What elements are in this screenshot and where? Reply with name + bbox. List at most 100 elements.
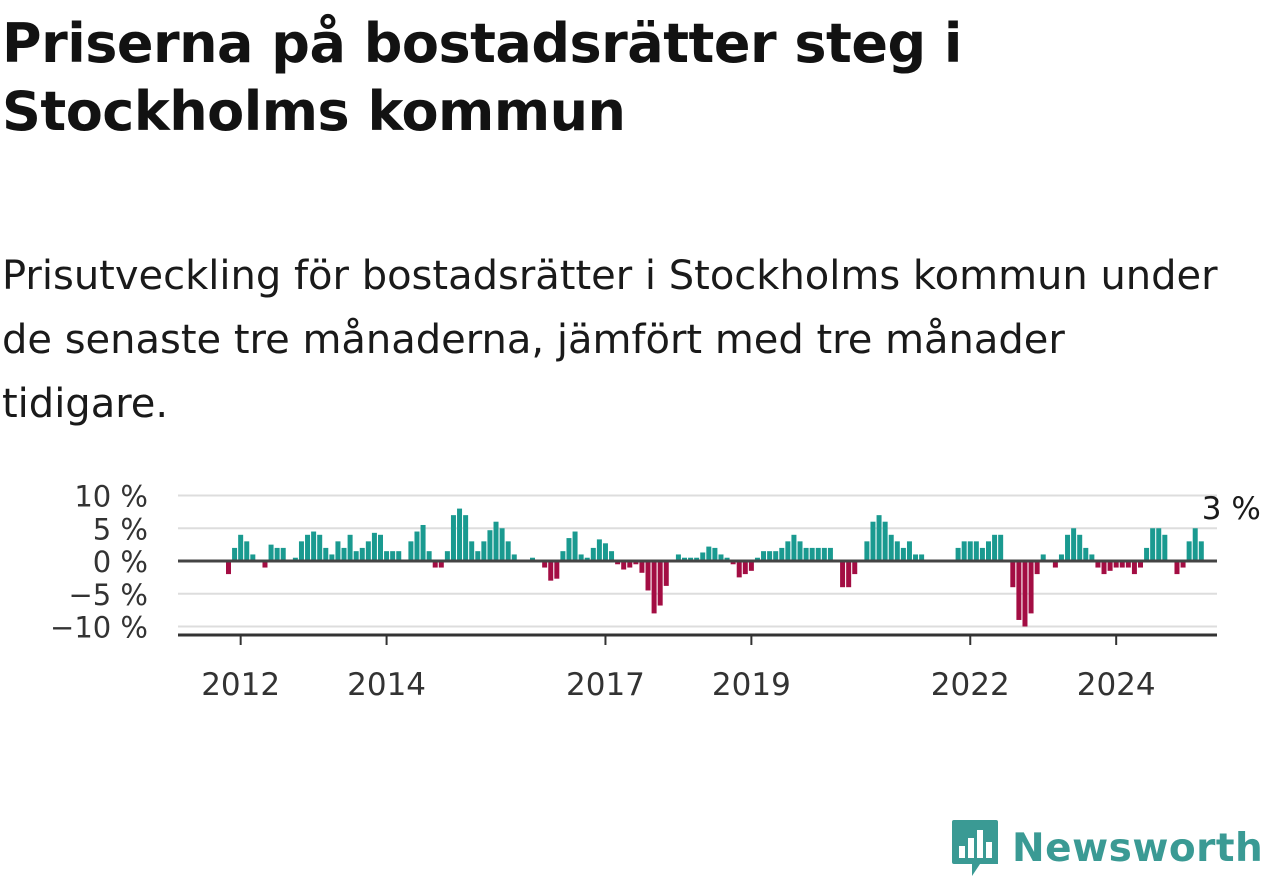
bar bbox=[335, 541, 341, 561]
bar bbox=[292, 557, 298, 561]
bar bbox=[493, 521, 499, 561]
bar bbox=[809, 547, 815, 561]
axes bbox=[178, 559, 1217, 645]
bar bbox=[986, 541, 991, 561]
bar bbox=[700, 552, 706, 561]
bar bbox=[609, 551, 615, 561]
bar bbox=[1065, 534, 1071, 561]
bar bbox=[298, 541, 304, 561]
bar bbox=[675, 554, 681, 561]
bar bbox=[791, 534, 797, 561]
x-tick-label: 2017 bbox=[566, 667, 645, 703]
bar bbox=[688, 557, 694, 561]
bar bbox=[1156, 528, 1162, 561]
bar bbox=[1016, 561, 1022, 620]
bar bbox=[627, 561, 633, 568]
bar bbox=[973, 541, 979, 561]
bar bbox=[1010, 561, 1016, 588]
bar bbox=[1113, 561, 1119, 568]
bar bbox=[353, 551, 359, 561]
bar bbox=[876, 515, 882, 561]
bar bbox=[967, 541, 973, 561]
bar bbox=[913, 554, 919, 561]
bar bbox=[742, 561, 748, 575]
bar bbox=[578, 554, 584, 561]
bar bbox=[1034, 561, 1040, 575]
bar bbox=[347, 534, 353, 561]
bar bbox=[426, 551, 432, 561]
bar bbox=[311, 531, 317, 561]
bar bbox=[682, 557, 687, 561]
bar bbox=[1162, 534, 1168, 561]
bar bbox=[1101, 561, 1107, 575]
brand-name: Newsworthy bbox=[1012, 825, 1262, 871]
x-tick-label: 2024 bbox=[1077, 667, 1156, 703]
bar bbox=[1174, 561, 1180, 575]
bar bbox=[621, 561, 627, 570]
bar bbox=[487, 530, 493, 561]
bar bbox=[840, 561, 846, 588]
bar bbox=[645, 561, 651, 591]
bar bbox=[475, 551, 481, 561]
bar bbox=[827, 547, 833, 561]
bar bbox=[323, 547, 329, 561]
bar bbox=[359, 547, 365, 561]
bar bbox=[870, 521, 876, 561]
bar bbox=[1022, 561, 1028, 627]
bar bbox=[998, 534, 1004, 561]
bar bbox=[469, 541, 475, 561]
tick-labels: 10 %5 %0 %−5 %−10 % 2012 2014 2017 2019 2022 2… bbox=[50, 480, 1261, 704]
bar bbox=[803, 547, 809, 561]
bar bbox=[444, 551, 450, 561]
bar bbox=[414, 531, 420, 561]
bar bbox=[542, 561, 548, 568]
chart-title: Priserna på bostadsrätter steg i Stockho… bbox=[2, 12, 962, 143]
bar bbox=[530, 557, 535, 561]
bar bbox=[554, 561, 560, 579]
bar bbox=[432, 561, 438, 568]
bar bbox=[754, 557, 760, 561]
bar bbox=[1119, 561, 1125, 568]
bar bbox=[438, 561, 444, 568]
bar bbox=[1138, 561, 1143, 568]
bar bbox=[1089, 554, 1095, 561]
bar bbox=[767, 551, 773, 561]
bar bbox=[1083, 547, 1089, 561]
bar bbox=[396, 551, 402, 561]
bar bbox=[378, 534, 383, 561]
bar bbox=[785, 541, 791, 561]
bar bbox=[262, 561, 268, 568]
bar bbox=[815, 547, 821, 561]
x-tick-label: 2014 bbox=[347, 667, 426, 703]
bar bbox=[761, 551, 767, 561]
newsworthy-logo: Newsworthy bbox=[950, 816, 1262, 880]
bar bbox=[1077, 534, 1083, 561]
y-tick-label: −10 % bbox=[50, 611, 148, 645]
bar bbox=[779, 547, 785, 561]
bar bbox=[864, 541, 870, 561]
bar-series bbox=[226, 508, 1204, 627]
bar bbox=[955, 547, 961, 561]
bar bbox=[250, 554, 256, 561]
y-tick-label: 10 % bbox=[74, 480, 148, 514]
bar bbox=[730, 561, 736, 565]
bar bbox=[596, 539, 602, 561]
bar bbox=[1052, 561, 1058, 568]
bar bbox=[1198, 541, 1204, 561]
last-value-label: 3 % bbox=[1202, 491, 1261, 527]
bar bbox=[584, 557, 590, 561]
bar bbox=[724, 557, 730, 561]
bar bbox=[371, 532, 377, 561]
bar-chart-speech-bubble-icon bbox=[952, 820, 998, 876]
bar bbox=[390, 551, 396, 561]
bar bbox=[1058, 554, 1064, 561]
bar bbox=[232, 547, 238, 561]
bar bbox=[900, 547, 906, 561]
bar bbox=[560, 551, 566, 561]
bar bbox=[408, 541, 414, 561]
bar bbox=[1040, 554, 1046, 561]
y-tick-label: 0 % bbox=[93, 545, 148, 579]
bar bbox=[1180, 561, 1186, 568]
bar bbox=[1131, 561, 1137, 575]
bar bbox=[511, 554, 517, 561]
